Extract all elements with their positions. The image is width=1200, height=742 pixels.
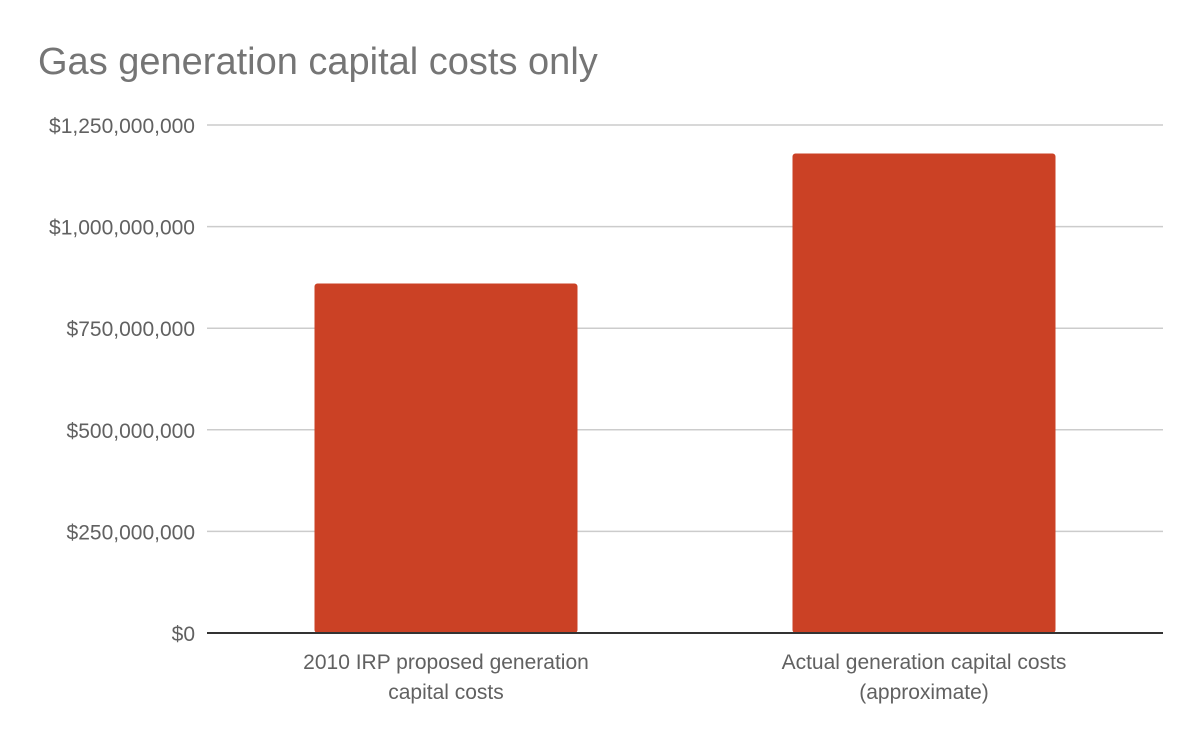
chart-title: Gas generation capital costs only <box>38 41 598 83</box>
x-category-label-line: Actual generation capital costs <box>782 651 1067 674</box>
x-category-label-line: 2010 IRP proposed generation <box>303 651 589 674</box>
y-tick-label: $0 <box>172 623 195 646</box>
bar-2 <box>792 153 1056 633</box>
y-axis-tick-labels: $0 $250,000,000 $500,000,000 $750,000,000 $1… <box>49 115 195 646</box>
x-category-label: 2010 IRP proposed generation capital cost… <box>303 651 589 704</box>
x-axis-category-labels: 2010 IRP proposed generation capital cost… <box>303 651 1066 704</box>
y-tick-label: $750,000,000 <box>67 318 195 341</box>
x-category-label: Actual generation capital costs (approxim… <box>782 651 1067 704</box>
bar-1 <box>314 283 578 633</box>
y-tick-label: $500,000,000 <box>67 420 195 443</box>
y-tick-label: $1,250,000,000 <box>49 115 195 138</box>
x-category-label-line: capital costs <box>388 681 504 704</box>
y-tick-label: $250,000,000 <box>67 521 195 544</box>
y-tick-label: $1,000,000,000 <box>49 217 195 240</box>
bars <box>314 153 1056 633</box>
x-category-label-line: (approximate) <box>859 681 989 704</box>
